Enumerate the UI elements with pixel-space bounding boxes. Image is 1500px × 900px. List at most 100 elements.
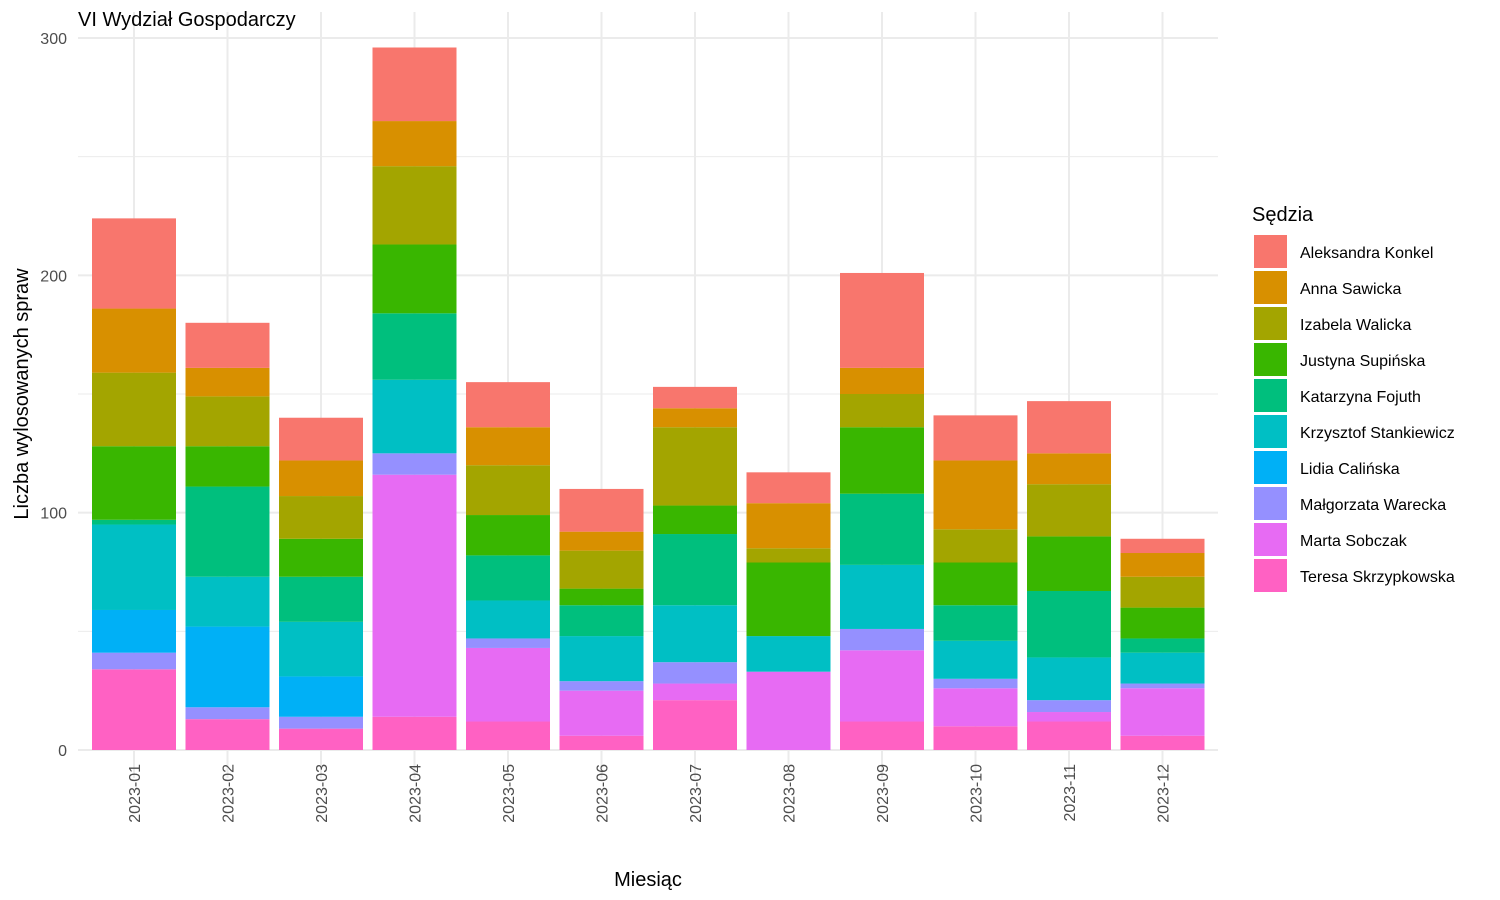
bar-segment (559, 735, 644, 750)
bar-segment (1120, 553, 1205, 577)
legend-title: Sędzia (1252, 204, 1314, 226)
bar-segment (559, 550, 644, 589)
bar-segment (840, 367, 924, 394)
bar-segment (840, 394, 924, 428)
bar-segment (653, 408, 737, 428)
bar-segment (1120, 652, 1205, 684)
bar-segment (92, 519, 176, 525)
bar-segment (466, 465, 550, 516)
bar-segment (653, 427, 737, 506)
bar-segment (933, 605, 1018, 641)
bar-segment (840, 427, 924, 494)
x-tick-label: 2023-01 (127, 764, 144, 823)
x-tick-label: 2023-11 (1062, 764, 1079, 822)
bar-segment (185, 576, 270, 627)
bar-segment (92, 446, 176, 520)
bar-segment (466, 638, 550, 648)
legend-key (1254, 235, 1287, 268)
legend-label: Lidia Calińska (1300, 461, 1400, 478)
bar-segment (92, 218, 176, 309)
bar-segment (1120, 688, 1205, 736)
bar-segment (92, 652, 176, 670)
bar-segment (92, 308, 176, 373)
bar-segment (466, 555, 550, 601)
bar-segment (1027, 712, 1111, 722)
bar-segment (1120, 735, 1205, 750)
bar-segment (1027, 590, 1111, 658)
bar-segment (466, 382, 550, 428)
bar-segment (653, 505, 737, 535)
bar-segment (653, 683, 737, 701)
bar-segment (185, 626, 270, 708)
x-axis: 2023-01 2023-02 2023-03 2023-04 2023-05 2023-… (127, 764, 1173, 823)
legend-label: Anna Sawicka (1300, 281, 1401, 298)
bar-segment (653, 534, 737, 606)
legend-key (1254, 415, 1287, 448)
bar-segment (372, 453, 457, 475)
legend-label: Katarzyna Fojuth (1300, 389, 1421, 406)
bar-segment (746, 503, 831, 549)
y-tick-label: 200 (40, 268, 67, 285)
bar-segment (185, 322, 270, 368)
legend: Sędzia Aleksandra Konkel Anna Sawicka Izab… (1252, 204, 1455, 592)
x-tick-label: 2023-12 (1156, 764, 1173, 823)
bar-segment (653, 662, 737, 684)
bar-segment (1120, 683, 1205, 689)
bars (92, 47, 1205, 750)
bar-segment (746, 636, 831, 672)
x-tick-label: 2023-05 (501, 764, 518, 823)
x-tick-label: 2023-03 (314, 764, 331, 823)
bar-segment (933, 678, 1018, 689)
bar-segment (1027, 401, 1111, 454)
x-tick-label: 2023-04 (408, 764, 425, 823)
legend-key (1254, 343, 1287, 376)
x-tick-label: 2023-06 (595, 764, 612, 823)
bar-segment (840, 628, 924, 651)
bar-segment (92, 524, 176, 610)
legend-key (1254, 271, 1287, 304)
bar-segment (559, 531, 644, 551)
bar-segment (1120, 607, 1205, 639)
bar-segment (92, 609, 176, 653)
bar-segment (1027, 536, 1111, 591)
bar-segment (840, 272, 924, 368)
bar-segment (1027, 657, 1111, 701)
bar-segment (933, 529, 1018, 563)
bar-segment (559, 636, 644, 682)
legend-key (1254, 379, 1287, 412)
bar-segment (840, 564, 924, 629)
x-tick-label: 2023-07 (688, 764, 705, 823)
bar-segment (1120, 638, 1205, 653)
chart-title: VI Wydział Gospodarczy (78, 9, 296, 31)
y-tick-label: 0 (58, 743, 67, 760)
bar-segment (185, 396, 270, 447)
legend-key (1254, 523, 1287, 556)
bar-segment (840, 721, 924, 750)
bar-segment (372, 47, 457, 122)
legend-label: Aleksandra Konkel (1300, 245, 1433, 262)
bar-segment (372, 121, 457, 167)
bar-segment (466, 721, 550, 750)
bar-segment (933, 415, 1018, 461)
bar-segment (279, 417, 363, 461)
bar-segment (372, 313, 457, 380)
bar-segment (933, 460, 1018, 530)
bar-segment (185, 486, 270, 577)
bar-segment (279, 728, 363, 750)
bar-segment (559, 488, 644, 532)
legend-key (1254, 451, 1287, 484)
bar-segment (933, 688, 1018, 727)
bar-segment (372, 166, 457, 245)
bar-segment (1027, 453, 1111, 485)
bar-segment (185, 446, 270, 487)
bar-segment (933, 640, 1018, 679)
bar-segment (933, 726, 1018, 750)
bar-segment (653, 605, 737, 663)
bar-segment (559, 681, 644, 691)
x-tick-label: 2023-02 (221, 764, 238, 823)
bar-segment (279, 496, 363, 539)
bar-segment (466, 600, 550, 639)
bar-segment (279, 576, 363, 622)
legend-label: Justyna Supińska (1300, 353, 1426, 370)
